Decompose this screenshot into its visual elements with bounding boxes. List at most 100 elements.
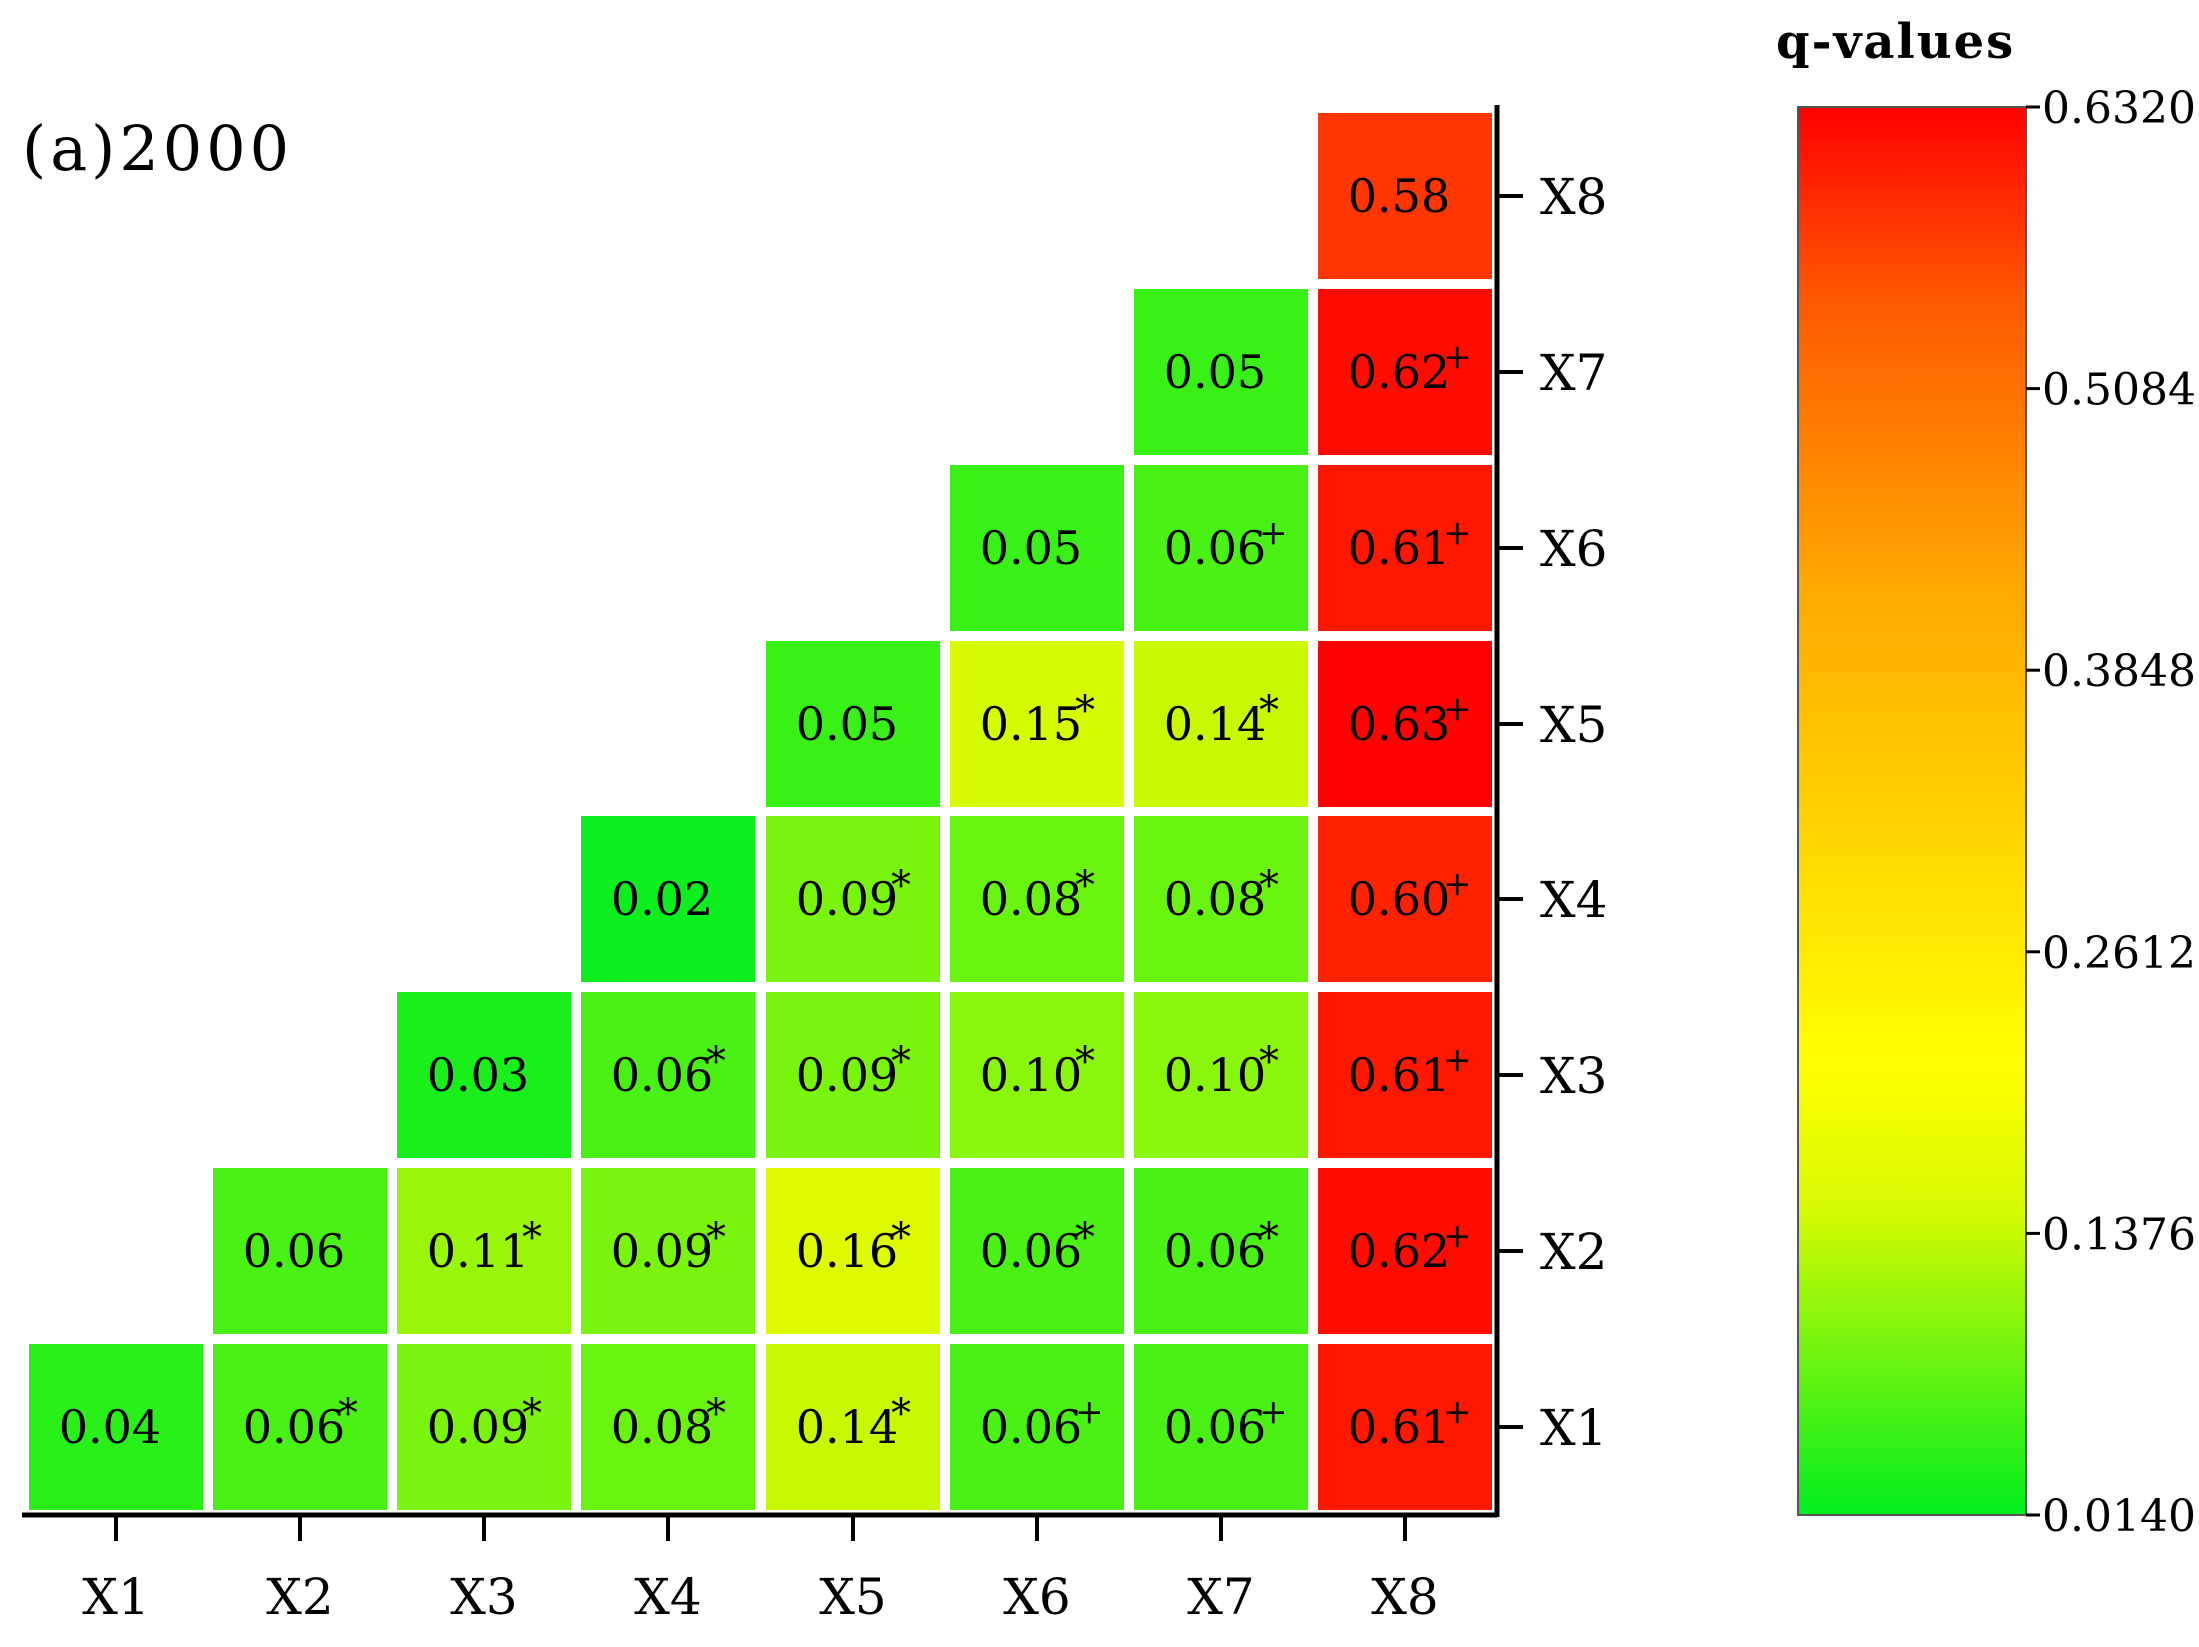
colorbar-tick-label: 0.2612 <box>2042 928 2196 979</box>
heatmap-cell-X4-X4: 0.02 <box>581 816 755 982</box>
cell-value-label: 0.08 <box>980 872 1082 926</box>
heatmap-cell-X4-X5: 0.09* <box>766 816 940 982</box>
cell-value-label: 0.60 <box>1348 872 1450 926</box>
cell-rect <box>581 1168 755 1334</box>
cell-star-mark: * <box>1259 688 1279 734</box>
cell-value-label: 0.05 <box>796 697 898 751</box>
cell-value-label: 0.15 <box>980 697 1082 751</box>
cell-value-label: 0.04 <box>59 1400 161 1454</box>
cell-value-label: 0.61 <box>1348 521 1450 575</box>
y-tick-label: X5 <box>1540 696 1607 754</box>
cell-rect <box>1134 1344 1308 1510</box>
heatmap-cell-X5-X7: 0.14* <box>1134 641 1308 807</box>
heatmap-cell-X1-X5: 0.14* <box>766 1344 940 1510</box>
colorbar-tick-label: 0.1376 <box>2042 1209 2196 1260</box>
cell-value-label: 0.09 <box>611 1224 713 1278</box>
x-tick-label: X6 <box>1003 1568 1070 1626</box>
cell-value-label: 0.09 <box>796 872 898 926</box>
cell-value-label: 0.02 <box>611 872 713 926</box>
cell-value-label: 0.10 <box>980 1048 1082 1102</box>
heatmap-cell-X3-X7: 0.10* <box>1134 992 1308 1158</box>
cell-value-label: 0.11 <box>427 1224 529 1278</box>
cell-value-label: 0.62 <box>1348 345 1450 399</box>
heatmap-cell-X1-X1: 0.04 <box>29 1344 203 1510</box>
heatmap-cell-X7-X8: 0.62+ <box>1318 289 1492 455</box>
cell-star-mark: * <box>338 1391 358 1437</box>
cell-star-mark: * <box>1075 688 1095 734</box>
x-tick-label: X1 <box>82 1568 149 1626</box>
cell-rect <box>213 1344 387 1510</box>
cell-star-mark: * <box>1075 1215 1095 1261</box>
heatmap-cell-X3-X3: 0.03 <box>397 992 571 1158</box>
cell-value-label: 0.06 <box>1164 1224 1266 1278</box>
heatmap-cell-X1-X4: 0.08* <box>581 1344 755 1510</box>
cell-value-label: 0.16 <box>796 1224 898 1278</box>
heatmap-cell-X4-X6: 0.08* <box>950 816 1124 982</box>
cell-rect <box>581 816 755 982</box>
colorbar-ticks: 0.6320 0.5084 0.3848 0.2612 0.1376 0.0140 <box>2026 83 2196 1542</box>
cell-star-mark: * <box>891 1391 911 1437</box>
colorbar <box>1797 106 2027 1516</box>
heatmap-cell-X2-X6: 0.06* <box>950 1168 1124 1334</box>
heatmap-cell-X6-X8: 0.61+ <box>1318 465 1492 631</box>
y-tick-label: X4 <box>1540 871 1607 929</box>
cell-star-mark: * <box>1259 1215 1279 1261</box>
cell-value-label: 0.14 <box>1164 697 1266 751</box>
cell-rect <box>950 816 1124 982</box>
cell-rect <box>581 992 755 1158</box>
cell-star-mark: * <box>1259 863 1279 909</box>
cell-rect <box>29 1344 203 1510</box>
cell-star-mark: * <box>522 1215 542 1261</box>
cell-value-label: 0.08 <box>1164 872 1266 926</box>
cell-star-mark: * <box>522 1391 542 1437</box>
heatmap-cell-X3-X8: 0.61+ <box>1318 992 1492 1158</box>
heatmap-cell-X1-X8: 0.61+ <box>1318 1344 1492 1510</box>
x-tick-label: X2 <box>266 1568 333 1626</box>
cell-plus-mark: + <box>1443 1216 1472 1256</box>
cell-rect <box>766 992 940 1158</box>
cell-rect <box>1134 289 1308 455</box>
cell-value-label: 0.58 <box>1348 169 1450 223</box>
y-tick-label: X2 <box>1540 1223 1607 1281</box>
cell-value-label: 0.06 <box>1164 521 1266 575</box>
cell-rect <box>1134 1168 1308 1334</box>
cell-star-mark: * <box>1259 1039 1279 1085</box>
y-tick-label: X7 <box>1540 344 1607 402</box>
cell-rect <box>950 641 1124 807</box>
cell-star-mark: * <box>891 1215 911 1261</box>
x-tick-label: X5 <box>819 1568 886 1626</box>
cell-value-label: 0.62 <box>1348 1224 1450 1278</box>
cell-rect <box>397 992 571 1158</box>
cell-rect <box>1318 465 1492 631</box>
heatmap-cell-X2-X7: 0.06* <box>1134 1168 1308 1334</box>
cell-value-label: 0.06 <box>243 1224 345 1278</box>
cell-rect <box>397 1344 571 1510</box>
heatmap-cell-X6-X6: 0.05 <box>950 465 1124 631</box>
colorbar-tick-label: 0.5084 <box>2042 365 2196 416</box>
colorbar-tick-label: 0.3848 <box>2042 646 2196 697</box>
cell-rect <box>950 1168 1124 1334</box>
colorbar-title: q-values <box>1776 14 2016 70</box>
heatmap-cell-X5-X8: 0.63+ <box>1318 641 1492 807</box>
cell-star-mark: * <box>706 1215 726 1261</box>
cell-star-mark: * <box>706 1391 726 1437</box>
cell-rect <box>1134 465 1308 631</box>
cell-value-label: 0.06 <box>1164 1400 1266 1454</box>
cell-star-mark: * <box>706 1039 726 1085</box>
cell-star-mark: * <box>1075 863 1095 909</box>
heatmap-cell-X6-X7: 0.06+ <box>1134 465 1308 631</box>
x-tick-label: X3 <box>450 1568 517 1626</box>
x-tick-label: X7 <box>1187 1568 1254 1626</box>
y-tick-label: X6 <box>1540 520 1607 578</box>
axes <box>22 105 1500 1518</box>
heatmap-cell-X3-X6: 0.10* <box>950 992 1124 1158</box>
heatmap-cell-X1-X6: 0.06+ <box>950 1344 1124 1510</box>
cell-plus-mark: + <box>1443 337 1472 377</box>
cell-value-label: 0.06 <box>980 1224 1082 1278</box>
heatmap-cell-X3-X5: 0.09* <box>766 992 940 1158</box>
cell-value-label: 0.05 <box>1164 345 1266 399</box>
cell-rect <box>766 1168 940 1334</box>
cell-value-label: 0.06 <box>980 1400 1082 1454</box>
y-tick-label: X3 <box>1540 1047 1607 1105</box>
cell-rect <box>766 1344 940 1510</box>
